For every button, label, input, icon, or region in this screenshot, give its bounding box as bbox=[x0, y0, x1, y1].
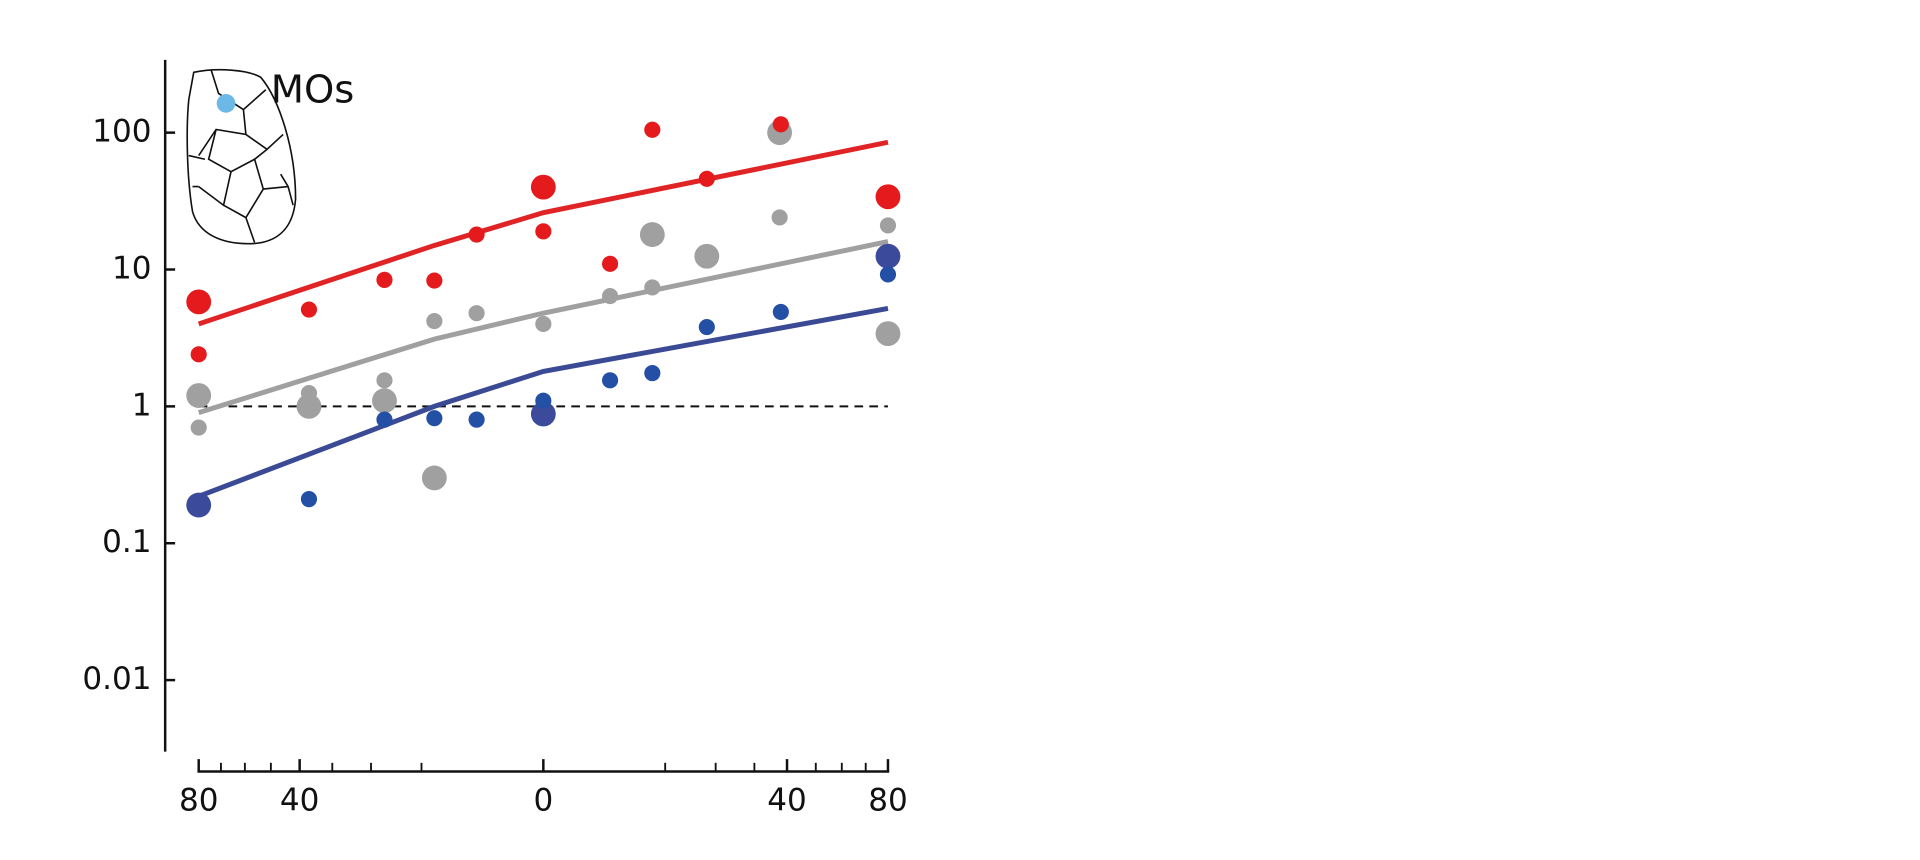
point bbox=[186, 492, 212, 518]
point bbox=[602, 255, 619, 272]
point bbox=[186, 289, 212, 315]
x-tick-label: 80 bbox=[868, 782, 908, 818]
fit-line bbox=[197, 139, 889, 327]
point bbox=[376, 372, 393, 389]
fit-line bbox=[197, 305, 889, 499]
point bbox=[535, 392, 552, 409]
point bbox=[300, 491, 318, 508]
point bbox=[535, 315, 552, 333]
point bbox=[376, 271, 393, 288]
point bbox=[698, 318, 715, 336]
point bbox=[879, 266, 897, 283]
point bbox=[698, 170, 715, 187]
point bbox=[300, 385, 318, 402]
point bbox=[468, 411, 485, 428]
point bbox=[530, 174, 556, 200]
point bbox=[530, 401, 556, 427]
point bbox=[372, 388, 397, 414]
point bbox=[376, 411, 393, 428]
point bbox=[772, 303, 789, 320]
point bbox=[468, 226, 485, 243]
x-tick-label: 80 bbox=[179, 782, 218, 818]
point bbox=[426, 272, 443, 289]
point bbox=[190, 419, 207, 436]
point bbox=[535, 223, 552, 240]
point bbox=[771, 209, 788, 226]
y-tick-label: 0.1 bbox=[102, 524, 151, 560]
point bbox=[875, 243, 901, 269]
point bbox=[602, 372, 619, 389]
point bbox=[639, 222, 665, 247]
x-tick-label: 40 bbox=[767, 782, 807, 818]
point bbox=[875, 321, 901, 347]
point bbox=[875, 184, 901, 210]
point bbox=[644, 121, 661, 138]
point bbox=[300, 301, 318, 318]
point bbox=[644, 279, 661, 296]
y-tick-label: 1 bbox=[132, 387, 152, 423]
point bbox=[186, 383, 212, 408]
point bbox=[296, 393, 322, 419]
point bbox=[426, 410, 443, 427]
point bbox=[468, 305, 485, 322]
fit-line bbox=[197, 239, 889, 415]
point bbox=[421, 465, 447, 491]
location-dot bbox=[216, 94, 236, 113]
point bbox=[190, 346, 207, 363]
y-tick-label: 0.01 bbox=[82, 661, 151, 697]
y-tick-label: 10 bbox=[112, 251, 152, 287]
point bbox=[602, 287, 619, 305]
annotation: MOs bbox=[271, 68, 355, 113]
x-tick-label: 0 bbox=[533, 782, 553, 818]
point bbox=[772, 116, 789, 133]
y-tick-label: 100 bbox=[92, 114, 151, 150]
point bbox=[644, 365, 661, 382]
point bbox=[879, 217, 897, 234]
x-tick-label: 40 bbox=[280, 782, 320, 818]
point bbox=[694, 243, 720, 269]
point bbox=[426, 312, 443, 330]
